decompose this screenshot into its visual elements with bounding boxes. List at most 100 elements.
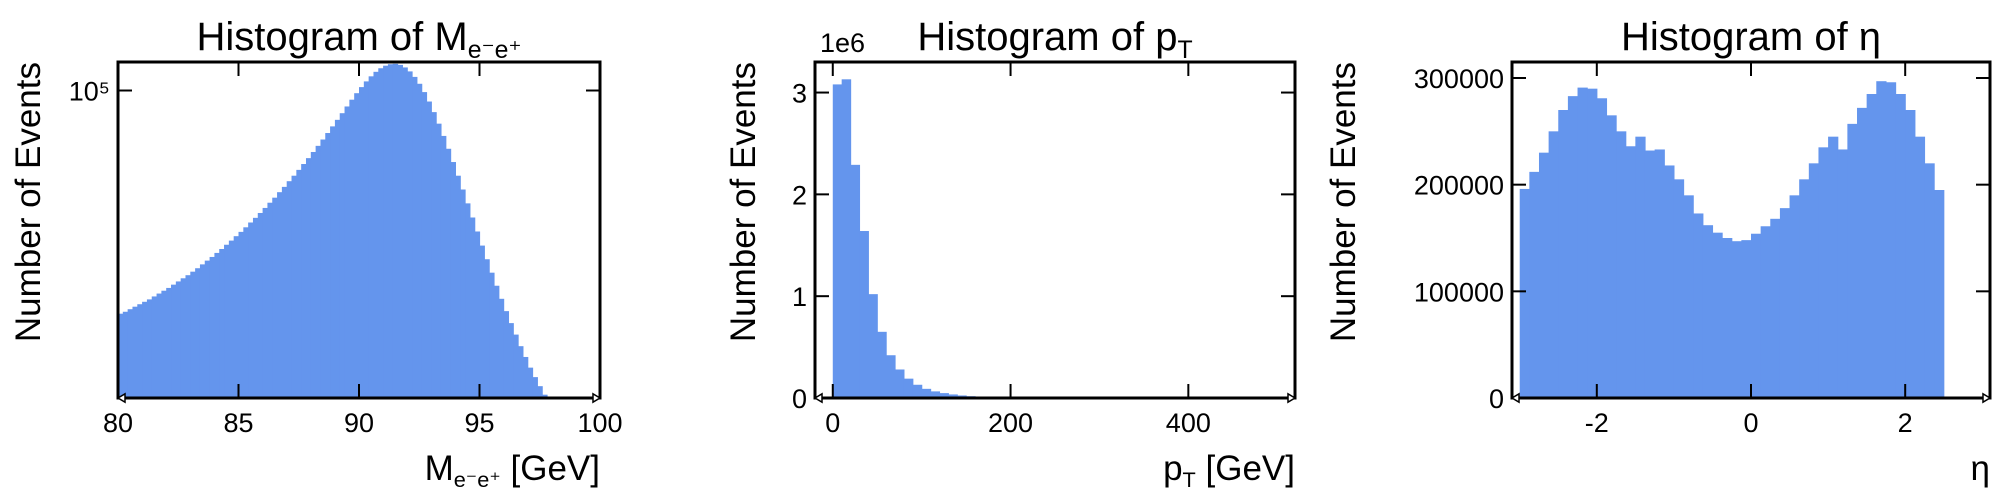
histogram-bar [137,304,143,398]
histogram-bar [334,119,341,398]
histogram-bar [146,299,153,398]
histogram-bar [1529,171,1540,398]
histogram-bar [421,92,428,398]
y-tick-label: 1 [792,282,807,312]
histogram-bar [416,83,423,398]
histogram-bar [465,203,471,398]
histogram-bar [161,290,167,398]
x-axis-label: pT [GeV] [1163,449,1295,492]
histogram-bar [132,306,138,398]
histogram-bar [383,65,389,398]
histogram-bar [1664,165,1675,398]
histogram-bar [1635,136,1646,398]
histogram-bar [513,334,519,398]
histogram-bar [243,227,249,398]
histogram-bar [262,207,269,398]
pt-histogram-panel: 0 200 400 0 1 2 3 Histogram of pT pT [GeV] Number… [724,15,1297,492]
histogram-bar [368,76,375,398]
histogram-bar [445,148,452,398]
histogram-bar [1770,218,1781,398]
histogram-bar [277,192,283,398]
histogram-bar [939,393,949,398]
histogram-bar [199,264,206,398]
histogram-bar [412,76,418,398]
histogram-bar [171,284,177,398]
histogram-bar [339,113,346,398]
histogram-bar [166,287,172,398]
histogram-bar [1866,94,1877,398]
histogram-bar [330,126,336,398]
histogram-bar [310,151,317,398]
histogram-bar [1895,94,1906,398]
histogram-bar [286,181,293,398]
y-tick-label: 10⁵ [69,77,110,107]
histogram-bar [151,296,158,398]
histogram-bar [1712,232,1723,398]
histogram-bar [532,377,538,398]
histogram-bar [469,217,476,398]
x-tick-label: 85 [223,408,253,438]
histogram-bar [903,378,914,398]
histogram-bar [1548,131,1559,398]
axis-arrow-right [592,392,602,404]
y-tick-label: 200000 [1414,171,1504,201]
histogram-bar [508,323,514,398]
histogram-bar [378,68,384,398]
histogram-bar [1857,107,1868,398]
histogram-bar [484,259,490,398]
histogram-bar [1876,81,1887,398]
histogram-bar [859,231,869,398]
histogram-bar [474,231,481,398]
x-tick-label: 2 [1898,408,1913,438]
histogram-bar [248,222,254,398]
histogram-bar [1519,188,1530,398]
histogram-bar [301,164,307,398]
histogram-bar [320,139,326,398]
histogram-bars [1519,81,1945,398]
histogram-bar [257,212,264,398]
histogram-bar [921,388,932,398]
histogram-bar [522,356,529,398]
histogram-bar [219,248,225,398]
histogram-bar [460,189,466,398]
histogram-bar [1808,163,1820,398]
histogram-bar [180,278,187,398]
histogram-bar [233,236,240,398]
x-axis-label: η [1971,449,1990,488]
histogram-bars [118,63,548,398]
histogram-bar [832,84,843,398]
histogram-bar [373,71,379,398]
y-tick-label: 0 [792,384,807,414]
histogram-bar [156,293,162,398]
histogram-bar [407,71,413,398]
histogram-bar [1828,136,1839,398]
x-tick-label: 0 [825,408,840,438]
chart-title: Histogram of Me⁻e⁺ [197,15,522,64]
histogram-bar [1673,179,1685,398]
histogram-bar [1558,110,1569,398]
histogram-bar [1751,233,1762,398]
histogram-bar [895,369,905,398]
histogram-bar [436,123,442,398]
histogram-bar [315,145,322,398]
histogram-bar [1702,225,1714,398]
histogram-bar [527,367,534,398]
histogram-bar [1722,238,1733,398]
y-tick-label: 300000 [1414,64,1504,94]
histogram-bar [142,301,148,398]
histogram-bar [1587,88,1598,398]
chart-title: Histogram of pT [917,15,1192,64]
histogram-bar [402,67,408,398]
y-tick-label: 0 [1489,384,1504,414]
histogram-bar [127,309,134,398]
histogram-bar [359,87,365,398]
mass-histogram-panel: 80 85 90 95 100 10⁵ Histogram of Me⁻e⁺ Me⁻e⁺ [G… [9,15,623,492]
histogram-bar [841,79,852,398]
histogram-bar [868,294,878,398]
histogram-bar [349,99,355,398]
histogram-bar [426,101,432,398]
y-axis-label: Number of Events [9,62,48,342]
histogram-bar [877,331,887,398]
histogram-bar [1731,241,1742,398]
